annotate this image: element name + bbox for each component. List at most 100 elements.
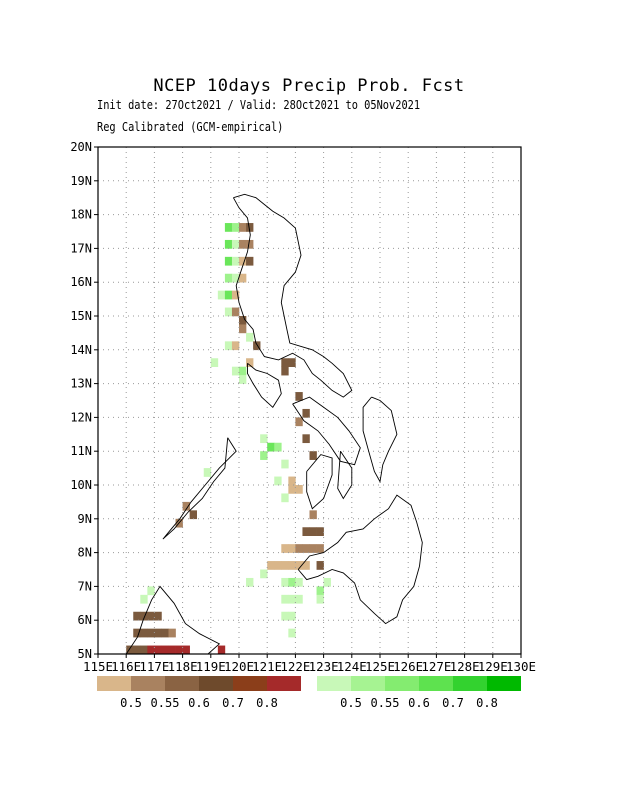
probability-cell xyxy=(281,358,289,367)
probability-cell xyxy=(231,223,240,232)
lat-tick-label: 17N xyxy=(70,241,92,255)
probability-cell xyxy=(154,628,162,638)
probability-cell xyxy=(281,493,289,503)
probability-cell xyxy=(133,645,141,655)
lon-tick-label: 129E xyxy=(478,660,508,674)
probability-cell xyxy=(217,645,226,655)
probability-cell xyxy=(260,434,268,444)
legend-swatch xyxy=(131,676,165,691)
probability-cell xyxy=(224,307,233,317)
probability-cell xyxy=(295,561,303,570)
probability-cell xyxy=(239,324,247,334)
probability-cell xyxy=(288,594,296,604)
probability-cell xyxy=(231,239,240,249)
coastline xyxy=(125,193,423,655)
lat-tick-label: 14N xyxy=(70,343,92,357)
probability-cell xyxy=(239,223,247,232)
map-subtitle-dates: Init date: 27Oct2021 / Valid: 28Oct2021 … xyxy=(97,98,421,112)
legend-swatch xyxy=(233,676,267,691)
coastline-segment xyxy=(337,450,353,500)
lon-tick-label: 130E xyxy=(506,660,536,674)
probability-cell xyxy=(288,544,296,553)
lon-tick-label: 115E xyxy=(83,660,113,674)
probability-cell xyxy=(231,307,240,317)
lon-tick-label: 123E xyxy=(309,660,339,674)
legend-label: 0.8 xyxy=(476,696,498,710)
probability-cell xyxy=(281,611,289,621)
lon-tick-label: 117E xyxy=(139,660,169,674)
probability-cell xyxy=(147,586,155,596)
probability-cell xyxy=(140,611,148,621)
probability-cell xyxy=(175,645,183,655)
probability-cell xyxy=(323,577,331,587)
lon-tick-label: 122E xyxy=(280,660,310,674)
probability-cell xyxy=(267,442,275,452)
legend-label: 0.6 xyxy=(408,696,430,710)
probability-cell xyxy=(246,239,254,249)
lat-tick-label: 20N xyxy=(70,140,92,154)
probability-cell xyxy=(267,561,275,570)
probability-cell xyxy=(210,358,219,367)
probability-cell xyxy=(281,544,289,553)
probability-cell xyxy=(189,510,197,520)
probability-cell xyxy=(140,594,148,604)
lat-tick-label: 11N xyxy=(70,444,92,458)
probability-cell xyxy=(295,392,303,401)
probability-cell xyxy=(161,628,169,638)
probability-cell xyxy=(246,332,254,342)
probability-cell xyxy=(239,256,247,266)
probability-cell xyxy=(140,645,148,655)
map-title: NCEP 10days Precip Prob. Fcst xyxy=(153,76,465,96)
probability-cell xyxy=(224,239,233,249)
probability-cell xyxy=(302,544,310,553)
probability-cell xyxy=(302,527,310,536)
longitude-tick-labels: 115E116E117E118E119E120E121E122E123E124E… xyxy=(83,654,536,674)
legend-swatch xyxy=(487,676,521,691)
probability-cell xyxy=(224,256,233,266)
probability-cell xyxy=(154,645,162,655)
lat-tick-label: 16N xyxy=(70,275,92,289)
probability-cell xyxy=(239,366,247,376)
lon-tick-label: 121E xyxy=(252,660,282,674)
probability-cell xyxy=(231,273,240,283)
probability-cell xyxy=(231,256,240,266)
probability-cell xyxy=(281,366,289,376)
probability-cell xyxy=(260,451,268,460)
lat-tick-label: 8N xyxy=(78,546,92,560)
probability-cell xyxy=(288,476,296,486)
probability-cell xyxy=(295,544,303,553)
lat-tick-label: 19N xyxy=(70,174,92,188)
legend-label: 0.7 xyxy=(222,696,244,710)
coastline-segment xyxy=(292,396,361,466)
probability-cell xyxy=(281,561,289,570)
lon-tick-label: 125E xyxy=(365,660,395,674)
probability-cell xyxy=(246,256,254,266)
probability-cell xyxy=(224,341,233,351)
probability-cell xyxy=(231,290,240,300)
legend-label: 0.8 xyxy=(256,696,278,710)
probability-cell xyxy=(239,375,247,384)
probability-cell xyxy=(295,485,303,494)
probability-cell xyxy=(231,341,240,351)
probability-cell xyxy=(281,594,289,604)
probability-cells xyxy=(126,223,331,655)
probability-cell xyxy=(231,366,240,376)
lat-tick-label: 9N xyxy=(78,512,92,526)
probability-cell xyxy=(239,239,247,249)
probability-cell xyxy=(161,645,169,655)
probability-cell xyxy=(316,586,324,596)
probability-cell xyxy=(309,510,317,520)
probability-cell xyxy=(246,358,254,367)
probability-cell xyxy=(154,611,162,621)
probability-cell xyxy=(309,527,317,536)
lon-tick-label: 126E xyxy=(393,660,423,674)
coastline-segment xyxy=(233,193,353,398)
lon-tick-label: 120E xyxy=(224,660,254,674)
probability-cell xyxy=(316,594,324,604)
legend-label: 0.5 xyxy=(340,696,362,710)
probability-cell xyxy=(309,544,317,553)
lat-tick-label: 5N xyxy=(78,647,92,661)
lat-tick-label: 13N xyxy=(70,377,92,391)
legend-wet-colorbar: 0.5 0.55 0.6 0.7 0.8 xyxy=(317,676,521,710)
